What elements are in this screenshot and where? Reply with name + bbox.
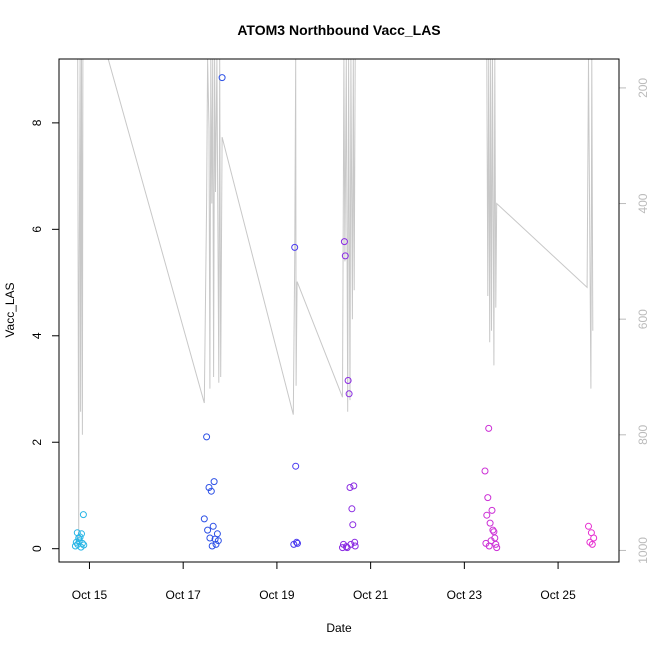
y2-tick-label: 800 <box>636 424 650 444</box>
data-point <box>588 540 596 548</box>
data-point <box>585 522 592 530</box>
data-point <box>481 467 489 475</box>
plot-frame <box>58 58 620 563</box>
data-point <box>483 511 491 519</box>
data-point <box>340 238 348 246</box>
secondary-series-layer <box>77 58 594 539</box>
data-point <box>492 540 500 548</box>
data-point <box>341 252 349 260</box>
data-point <box>78 539 86 547</box>
data-point <box>488 506 496 514</box>
data-point <box>210 478 218 486</box>
y-tick-label: 4 <box>30 332 44 339</box>
data-point <box>205 484 213 491</box>
y-tick-label: 6 <box>30 226 44 233</box>
x-tick-label: Oct 15 <box>72 588 108 602</box>
y2-tick-label: 200 <box>636 78 650 98</box>
data-point <box>78 530 85 538</box>
data-point <box>344 377 352 384</box>
data-point <box>79 511 87 519</box>
data-point <box>350 482 358 490</box>
y-tick-label: 8 <box>30 119 44 126</box>
data-point <box>291 243 299 251</box>
data-point <box>491 534 499 542</box>
data-point <box>351 538 359 546</box>
data-point <box>345 390 353 398</box>
chart-title: ATOM3 Northbound Vacc_LAS <box>237 22 440 38</box>
data-point <box>208 542 216 550</box>
data-point <box>349 521 357 529</box>
x-tick-label: Oct 23 <box>447 588 483 602</box>
y-tick-label: 0 <box>30 545 44 552</box>
data-point <box>200 515 208 523</box>
data-point <box>206 534 214 542</box>
data-point <box>294 539 301 547</box>
data-point <box>214 537 222 545</box>
data-points-layer <box>71 74 598 552</box>
data-point <box>485 424 493 432</box>
data-point <box>484 494 492 502</box>
data-point <box>76 533 84 541</box>
data-point <box>489 526 497 534</box>
x-tick-label: Oct 25 <box>540 588 576 602</box>
data-point <box>209 522 217 530</box>
data-point <box>218 74 226 82</box>
data-point <box>348 505 356 513</box>
y2-tick-label: 1000 <box>636 537 650 564</box>
y-tick-label: 2 <box>30 439 44 446</box>
data-point <box>207 487 215 495</box>
x-tick-label: Oct 17 <box>166 588 202 602</box>
data-point <box>351 542 359 550</box>
data-point <box>590 534 598 542</box>
data-point <box>203 433 211 441</box>
x-axis-label: Date <box>326 621 352 635</box>
data-point <box>339 544 346 552</box>
data-point <box>347 540 355 548</box>
data-point <box>204 526 212 534</box>
y2-tick-label: 600 <box>636 309 650 329</box>
data-point <box>292 462 300 470</box>
data-point <box>493 544 501 552</box>
y-axis-label: Vacc_LAS <box>3 282 17 337</box>
secondary-series-line <box>77 58 594 539</box>
x-tick-label: Oct 19 <box>259 588 295 602</box>
y2-tick-label: 400 <box>636 193 650 213</box>
data-point <box>212 540 220 548</box>
x-tick-label: Oct 21 <box>353 588 389 602</box>
data-point <box>346 484 354 491</box>
data-point <box>80 541 88 549</box>
data-point <box>486 519 494 527</box>
data-point <box>213 530 221 538</box>
data-point <box>293 538 301 546</box>
